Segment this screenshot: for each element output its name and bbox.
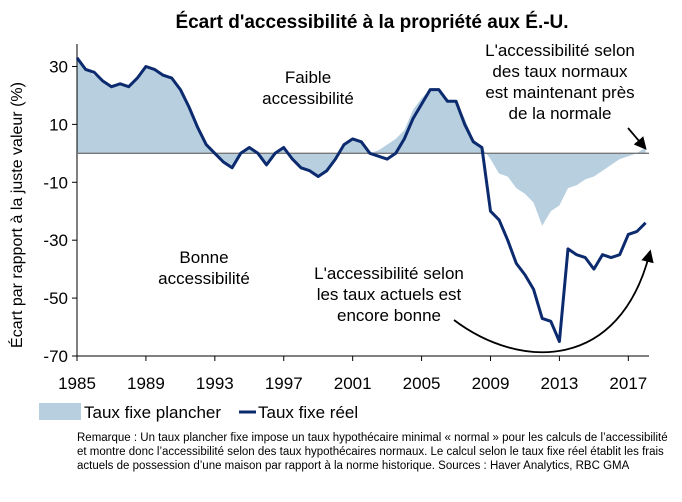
chart-title: Écart d'accessibilité à la propriété aux… bbox=[175, 11, 568, 33]
y-tick-label: -70 bbox=[43, 347, 68, 366]
annotation-line: L'accessibilité selon bbox=[485, 41, 635, 60]
annotation-line: Faible bbox=[285, 68, 331, 87]
chart-note: Remarque : Un taux plancher fixe impose … bbox=[77, 432, 668, 472]
annotation-bonne: Bonne accessibilité bbox=[158, 248, 250, 288]
annotation-line: Bonne bbox=[179, 248, 228, 267]
annotations: Faible accessibilité Bonne accessibilité L'a… bbox=[158, 41, 654, 354]
annotation-line: accessibilité bbox=[158, 269, 250, 288]
annotation-line: les taux actuels est bbox=[317, 285, 462, 304]
arrow-normaux bbox=[627, 127, 647, 150]
annotation-line: est maintenant près bbox=[485, 83, 634, 102]
y-axis-label: Écart par rapport à la juste valeur (%) bbox=[7, 82, 26, 348]
legend-label-line: Taux fixe réel bbox=[258, 403, 358, 422]
arrow-actuels bbox=[453, 249, 654, 354]
annotation-normaux: L'accessibilité selon des taux normaux est… bbox=[485, 41, 635, 123]
annotation-actuels: L'accessibilité selon les taux actuels es… bbox=[314, 264, 464, 325]
x-tick-label: 2009 bbox=[472, 374, 510, 393]
x-tick-label: 2005 bbox=[403, 374, 441, 393]
x-tick-label: 2001 bbox=[334, 374, 372, 393]
x-tick-label: 1997 bbox=[265, 374, 303, 393]
annotation-line: des taux normaux bbox=[492, 62, 628, 81]
annotation-line: accessibilité bbox=[262, 89, 354, 108]
annotation-line: de la normale bbox=[508, 104, 611, 123]
y-tick-label: -10 bbox=[43, 173, 68, 192]
annotation-faible: Faible accessibilité bbox=[262, 68, 354, 108]
x-axis-ticks: 1985 1989 1993 1997 2001 2005 2009 2013 2017 bbox=[58, 356, 647, 393]
y-tick-label: 10 bbox=[49, 115, 68, 134]
annotation-line: L'accessibilité selon bbox=[314, 264, 464, 283]
y-tick-label: -30 bbox=[43, 231, 68, 250]
x-tick-label: 1985 bbox=[58, 374, 96, 393]
x-tick-label: 1993 bbox=[196, 374, 234, 393]
series-area-taux-fixe-plancher bbox=[77, 57, 646, 226]
annotation-line: encore bonne bbox=[337, 306, 441, 325]
x-tick-label: 2017 bbox=[609, 374, 647, 393]
y-axis-ticks: 30 10 -10 -30 -50 -70 bbox=[43, 57, 77, 366]
series-line-taux-fixe-reel bbox=[75, 56, 647, 343]
x-tick-label: 2013 bbox=[540, 374, 578, 393]
legend-swatch-area bbox=[39, 403, 81, 420]
x-tick-label: 1989 bbox=[127, 374, 165, 393]
plot-area bbox=[75, 44, 649, 357]
y-tick-label: -50 bbox=[43, 289, 68, 308]
y-tick-label: 30 bbox=[49, 57, 68, 76]
legend: Taux fixe plancher Taux fixe réel bbox=[39, 403, 358, 422]
legend-label-area: Taux fixe plancher bbox=[84, 403, 221, 422]
